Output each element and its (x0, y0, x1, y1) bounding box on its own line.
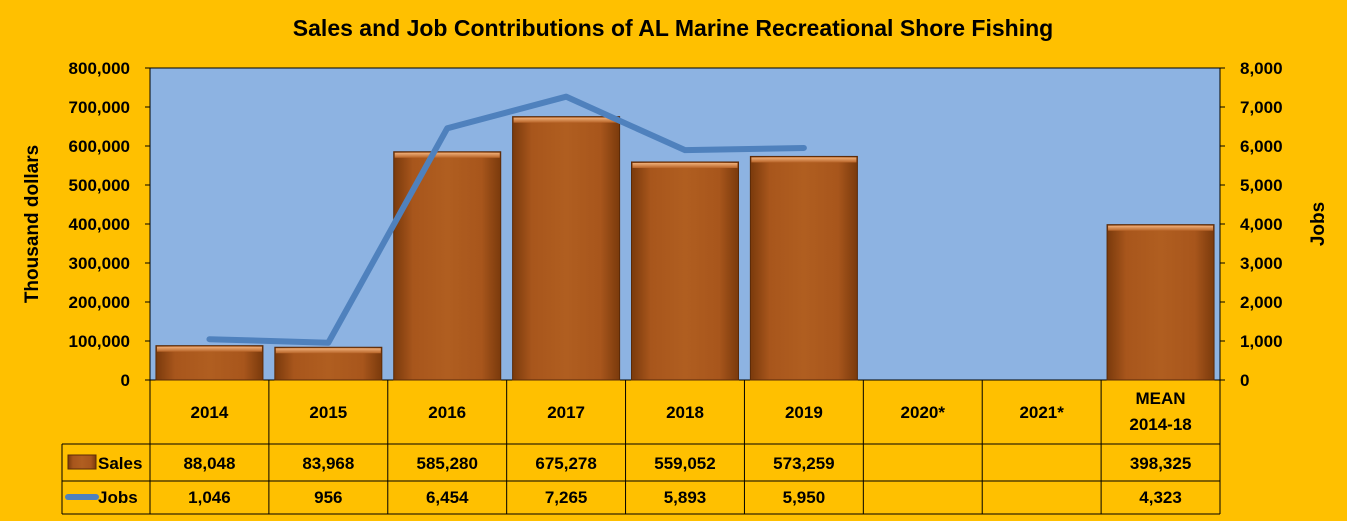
y2-tick-label: 1,000 (1240, 332, 1283, 351)
y-tick-label: 600,000 (69, 137, 130, 156)
sales-bar (631, 161, 739, 381)
x-category-label: 2017 (547, 403, 585, 422)
y2-tick-label: 4,000 (1240, 215, 1283, 234)
x-category-label: 2019 (785, 403, 823, 422)
y2-tick-label: 5,000 (1240, 176, 1283, 195)
x-category-label: 2015 (309, 403, 347, 422)
y-tick-label: 0 (121, 371, 130, 390)
y2-axis-label: Jobs (1308, 202, 1329, 246)
jobs-value-cell: 5,893 (664, 488, 707, 507)
x-category-label: 2016 (428, 403, 466, 422)
sales-bar (155, 345, 264, 381)
sales-value-cell: 88,048 (183, 454, 235, 473)
x-category-label: 2021* (1019, 403, 1064, 422)
y-tick-label: 300,000 (69, 254, 130, 273)
y-tick-label: 400,000 (69, 215, 130, 234)
y2-tick-label: 0 (1240, 371, 1249, 390)
sales-value-cell: 559,052 (654, 454, 715, 473)
y2-tick-label: 3,000 (1240, 254, 1283, 273)
y-tick-label: 100,000 (69, 332, 130, 351)
sales-bar (393, 151, 502, 381)
x-category-label: MEAN 2014-18 (1129, 389, 1191, 434)
sales-value-cell: 573,259 (773, 454, 834, 473)
sales-value-cell: 398,325 (1130, 454, 1191, 473)
jobs-value-cell: 956 (314, 488, 342, 507)
y-axis-label: Thousand dollars (22, 145, 43, 303)
legend-label-jobs: Jobs (98, 488, 138, 507)
y-tick-label: 200,000 (69, 293, 130, 312)
sales-bar (1106, 224, 1215, 381)
x-category-label: 2014 (191, 403, 229, 422)
y2-tick-label: 7,000 (1240, 98, 1283, 117)
data-table: 2014 2015 2016 2017 2018 2019 2020* 2021* MEAN 20… (61, 380, 1221, 515)
sales-value-cell: 675,278 (535, 454, 596, 473)
jobs-value-cell: 6,454 (426, 488, 469, 507)
chart-title: Sales and Job Contributions of AL Marine… (293, 15, 1053, 41)
jobs-value-cell: 1,046 (188, 488, 231, 507)
x-category-label: 2020* (901, 403, 946, 422)
sales-bar (274, 346, 383, 381)
legend-key-sales (67, 454, 97, 470)
sales-bar (512, 116, 621, 381)
y2-tick-label: 8,000 (1240, 59, 1283, 78)
jobs-line (206, 93, 807, 346)
jobs-value-cell: 5,950 (783, 488, 826, 507)
sales-value-cell: 83,968 (302, 454, 354, 473)
jobs-value-cell: 4,323 (1139, 488, 1182, 507)
jobs-value-cell: 7,265 (545, 488, 588, 507)
legend-label-sales: Sales (98, 454, 142, 473)
y2-tick-label: 2,000 (1240, 293, 1283, 312)
y-tick-label: 500,000 (69, 176, 130, 195)
y2-tick-label: 6,000 (1240, 137, 1283, 156)
y-tick-label: 700,000 (69, 98, 130, 117)
sales-bar (749, 155, 858, 381)
sales-value-cell: 585,280 (416, 454, 477, 473)
x-category-label: 2018 (666, 403, 704, 422)
y-tick-label: 800,000 (69, 59, 130, 78)
